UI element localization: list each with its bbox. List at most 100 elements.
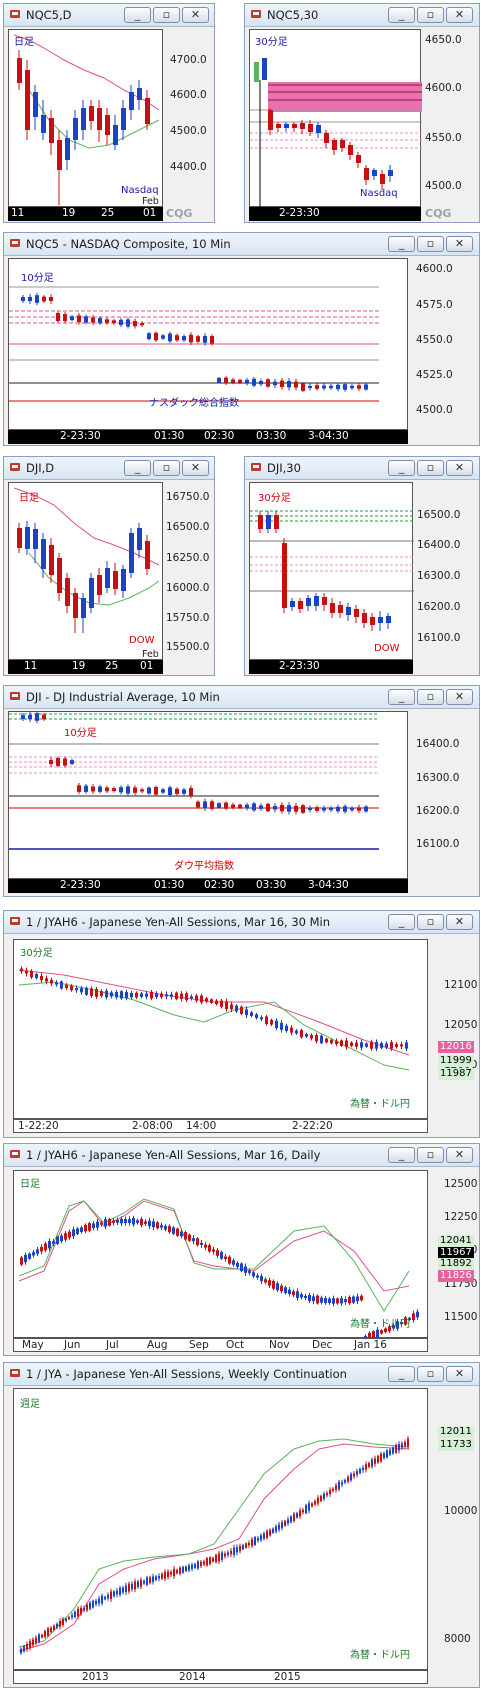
candle-body [64,1233,67,1240]
window-title: NQC5,D [26,8,72,22]
title-bar[interactable]: 1 / JYAH6 - Japanese Yen-All Sessions, M… [4,1144,479,1167]
minimize-button[interactable]: _ [388,236,415,252]
window-jya-weekly[interactable]: 1 / JYA - Japanese Yen-All Sessions, Wee… [3,1362,480,1688]
candle-body [324,1298,327,1304]
y-tick: 4700.0 [170,54,207,66]
candle-body [100,1222,103,1225]
restore-button[interactable]: ▫ [417,460,444,476]
x-axis-bar: 2013 2014 2015 [13,1670,428,1684]
candle-body [357,385,361,389]
candle-body [45,978,48,982]
candle-body [212,1557,214,1562]
restore-button[interactable]: ▫ [417,7,444,23]
minimize-button[interactable]: _ [388,1147,415,1163]
minimize-button[interactable]: _ [388,1366,415,1382]
title-bar[interactable]: DJI,D _ ▫ ✕ [4,457,214,480]
chart-plot-area[interactable]: 10分足 ダウ平均指数 [8,711,408,879]
window-nqc5-30min[interactable]: NQC5,30 _ ▫ ✕ [244,3,480,223]
candle-body [50,979,53,984]
chart-plot-area[interactable]: 日足 Nasdaq Feb [8,29,163,207]
title-bar[interactable]: NQC5,D _ ▫ ✕ [4,4,214,27]
chart-plot-area[interactable]: 日足 DOW Feb [8,482,163,660]
title-bar[interactable]: DJI,30 _ ▫ ✕ [245,457,479,480]
candle-body [164,1225,167,1230]
candle-body [48,1241,51,1249]
minimize-button[interactable]: _ [388,914,415,930]
candle-body [276,1283,279,1291]
window-dji-30min[interactable]: DJI,30 _ ▫ ✕ [244,456,480,676]
candle-body [236,1547,238,1553]
candle-body [80,988,83,993]
instrument-label: DOW [374,643,400,654]
title-bar[interactable]: 1 / JYA - Japanese Yen-All Sessions, Wee… [4,1363,479,1386]
close-button[interactable]: ✕ [446,689,473,705]
chart-plot-area[interactable]: 週足 為替・ドル円 [13,1388,428,1670]
restore-button[interactable]: ▫ [417,236,444,252]
candle-body [231,379,235,383]
minimize-button[interactable]: _ [124,460,151,476]
candle-body [372,1331,375,1339]
close-button[interactable]: ✕ [182,7,209,23]
window-jyah6-30min[interactable]: 1 / JYAH6 - Japanese Yen-All Sessions, M… [3,910,480,1138]
chart-plot-area[interactable]: 10分足 ナスダック総合指数 [8,258,408,430]
candle-body [365,1043,368,1047]
candle-body [47,1628,49,1636]
restore-button[interactable]: ▫ [417,689,444,705]
candle-body [41,1634,43,1638]
window-nqc5-daily[interactable]: NQC5,D _ ▫ ✕ [3,3,215,223]
restore-button[interactable]: ▫ [417,914,444,930]
candle-body [140,1579,142,1587]
window-dji-daily[interactable]: DJI,D _ ▫ ✕ [3,456,215,676]
candle-body [251,1539,253,1546]
minimize-button[interactable]: _ [388,7,415,23]
candles [21,292,368,392]
candle-body [40,975,43,981]
candle-body [287,381,291,388]
minimize-button[interactable]: _ [124,7,151,23]
candle-body [91,317,95,323]
title-bar[interactable]: 1 / JYAH6 - Japanese Yen-All Sessions, M… [4,911,479,934]
candle-body [204,1244,207,1248]
window-dji-10min[interactable]: DJI - DJ Industrial Average, 10 Min _ ▫ … [3,685,480,897]
window-nqc5-10min[interactable]: NQC5 - NASDAQ Composite, 10 Min _ ▫ ✕ 10… [3,232,480,446]
window-jyah6-daily[interactable]: 1 / JYAH6 - Japanese Yen-All Sessions, M… [3,1143,480,1356]
title-bar[interactable]: NQC5,30 _ ▫ ✕ [245,4,479,27]
restore-button[interactable]: ▫ [153,460,180,476]
minimize-button[interactable]: _ [388,460,415,476]
close-button[interactable]: ✕ [446,236,473,252]
candle-body [260,1535,262,1541]
chart-plot-area[interactable]: 30分足 為替・ドル円 [13,939,428,1119]
chart-plot-area[interactable]: 30分足 DOW [249,482,414,660]
title-bar[interactable]: NQC5 - NASDAQ Composite, 10 Min _ ▫ ✕ [4,233,479,256]
restore-button[interactable]: ▫ [153,7,180,23]
candle-body [340,1040,343,1046]
x-tick: 2-23:30 [60,430,101,442]
close-button[interactable]: ✕ [446,7,473,23]
candle-body [175,788,179,794]
candlestick-chart [18,966,410,1071]
minimize-button[interactable]: _ [388,689,415,705]
restore-button[interactable]: ▫ [417,1147,444,1163]
x-tick: 01:30 [154,430,185,442]
candle-body [329,807,333,811]
x-tick: 11 [11,207,25,219]
candle-body [371,1459,373,1467]
candle-body [250,1012,253,1017]
chart-plot-area[interactable]: 30分足 Nasdaq [249,29,422,208]
instrument-label: 為替・ドル円 [350,1319,410,1330]
cqg-window-icon [10,463,20,471]
close-button[interactable]: ✕ [446,1366,473,1382]
candle-body [173,1568,175,1577]
close-button[interactable]: ✕ [446,914,473,930]
close-button[interactable]: ✕ [182,460,209,476]
candle-body [320,1495,322,1502]
close-button[interactable]: ✕ [446,1147,473,1163]
title-bar[interactable]: DJI - DJ Industrial Average, 10 Min _ ▫ … [4,686,479,709]
close-button[interactable]: ✕ [446,460,473,476]
restore-button[interactable]: ▫ [417,1366,444,1382]
chart-plot-area[interactable]: 日足 為替・ドル円 [13,1170,428,1339]
y-tick: 16750.0 [166,491,210,503]
candle-body [255,1014,258,1019]
candle-body [172,1227,175,1234]
cqg-window-icon [10,1150,20,1158]
